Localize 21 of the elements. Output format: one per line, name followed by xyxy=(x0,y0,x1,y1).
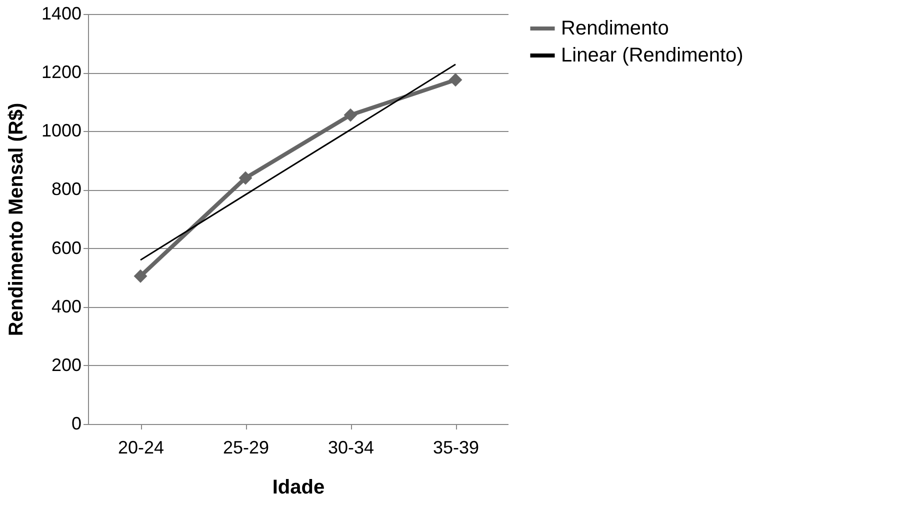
point xyxy=(448,73,462,87)
x-tick-label: 25-29 xyxy=(222,438,270,458)
x-tick-label: 35-39 xyxy=(432,438,480,458)
y-tick-label: 1400 xyxy=(41,4,82,24)
line-series xyxy=(140,64,456,261)
y-tick-label: 1200 xyxy=(41,62,82,82)
y-tick-label: 200 xyxy=(51,354,82,375)
legend-label: Rendimento xyxy=(561,18,669,40)
legend-label: Linear (Rendimento) xyxy=(561,44,744,66)
point xyxy=(344,108,358,122)
y-tick-label: 800 xyxy=(51,179,82,200)
y-tick-label: 600 xyxy=(51,238,82,258)
y-tick-label: 400 xyxy=(51,296,82,316)
y-axis-title: Rendimento Mensal (R$) xyxy=(5,102,28,336)
y-tick-label: 0 xyxy=(71,414,82,434)
point xyxy=(134,269,148,283)
y-tick-label: 1000 xyxy=(41,120,82,141)
x-axis-title: Idade xyxy=(272,476,325,498)
x-tick-label: 30-34 xyxy=(328,438,374,458)
point xyxy=(238,171,252,185)
x-tick-label: 20-24 xyxy=(118,438,164,458)
